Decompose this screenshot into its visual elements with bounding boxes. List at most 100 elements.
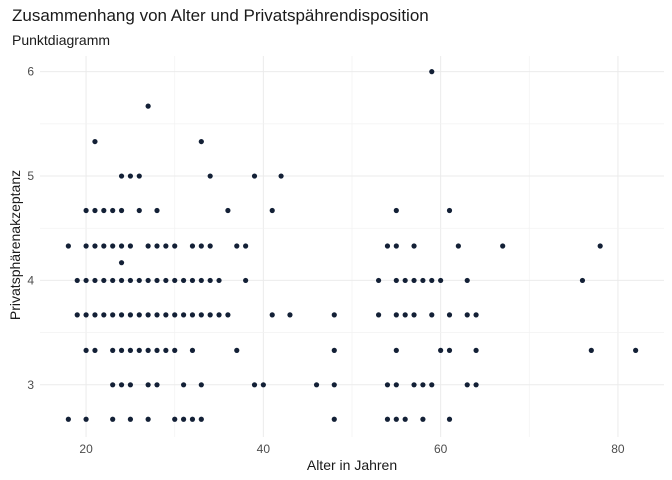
data-point [420,416,426,422]
data-point [393,382,399,388]
data-point [118,277,125,284]
data-point [145,312,151,318]
data-point [110,277,116,284]
data-point [145,416,151,422]
data-point [216,277,222,284]
data-point [172,347,178,353]
data-point [92,207,98,214]
data-point [65,416,71,422]
data-point [473,312,479,318]
data-point [163,243,169,249]
data-point [384,243,391,249]
data-point [118,173,125,179]
data-point [189,277,196,284]
data-point [411,312,417,318]
data-point [473,382,479,388]
y-axis-label: Privatsphärenakzeptanz [7,170,23,320]
data-point [65,243,71,249]
data-point [225,312,231,318]
data-point [92,243,98,249]
data-point [163,347,169,353]
data-point [110,347,116,353]
data-point [189,416,196,422]
data-point [92,347,98,353]
data-point [287,312,293,318]
data-point [189,347,196,353]
data-point [579,277,586,284]
data-point [393,207,399,214]
data-point [207,277,213,284]
data-point [500,243,506,249]
grid-lines [40,56,664,437]
y-tick-label: 5 [27,169,34,183]
x-tick-label: 80 [611,442,625,456]
data-point [411,277,417,284]
data-point [473,347,479,353]
data-point [189,243,196,249]
data-point [101,312,107,318]
data-point [118,382,125,388]
data-point [269,207,275,214]
y-tick-label: 6 [27,65,34,79]
data-point [251,173,258,179]
x-tick-label: 40 [257,442,271,456]
data-point [464,382,470,388]
data-point [92,312,98,318]
data-point [127,277,134,284]
data-point [207,312,213,318]
x-tick-label: 60 [434,442,448,456]
data-point [198,138,204,145]
data-point [402,277,408,284]
data-point [198,277,204,284]
data-point [136,277,142,284]
data-point [136,207,142,214]
data-point [198,416,204,422]
data-point [180,416,187,422]
data-point [234,243,240,249]
data-point [180,277,187,284]
data-point [127,173,134,179]
data-point [110,243,116,249]
data-point [74,312,80,318]
data-point [251,382,258,388]
data-point [180,312,187,318]
data-point [118,260,125,266]
data-point [438,347,444,353]
data-point [127,347,134,353]
data-point [455,243,461,249]
data-point [411,382,417,388]
data-point [331,416,337,422]
data-point [243,243,249,249]
data-point [597,243,603,249]
data-point [83,312,89,318]
data-point [402,416,408,422]
data-point [331,347,337,353]
data-point [101,243,107,249]
data-point [429,312,435,318]
data-point [429,69,435,75]
data-point [393,312,399,318]
data-point [154,312,160,318]
data-point [172,416,178,422]
data-point [588,347,594,353]
data-point [278,173,284,179]
x-tick-label: 20 [79,442,93,456]
data-point [110,312,116,318]
data-point [145,277,151,284]
data-point [269,312,275,318]
data-point [393,277,399,284]
data-point [83,277,89,284]
data-point [110,382,116,388]
data-point [180,382,187,388]
data-point [225,207,231,214]
data-point [207,243,213,249]
data-point [393,243,399,249]
chart-subtitle: Punktdiagramm [12,32,111,48]
data-point [402,312,408,318]
data-point [420,382,426,388]
data-point [92,138,98,145]
data-point [145,347,151,353]
data-point [384,416,391,422]
data-point [145,243,151,249]
data-point [375,277,382,284]
